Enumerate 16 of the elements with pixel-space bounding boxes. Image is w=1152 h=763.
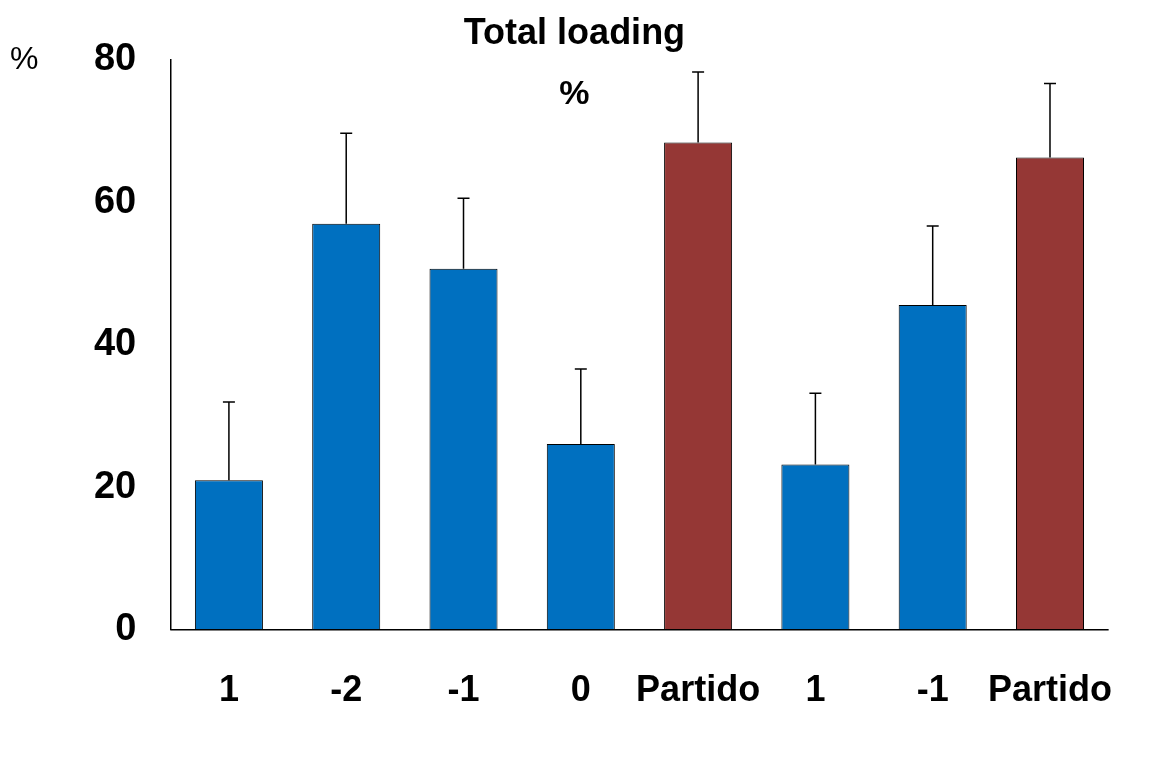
chart-subtitle: % <box>559 73 590 112</box>
y-tick-label: 60 <box>93 178 137 221</box>
x-tick-label: 0 <box>570 668 591 710</box>
x-tick-label: 1 <box>805 668 826 710</box>
y-tick-label: 20 <box>93 463 137 506</box>
y-tick-label: 0 <box>115 606 137 649</box>
y-axis-title: % <box>10 39 39 76</box>
x-tick-label: Partido <box>636 668 761 710</box>
chart-title: Total loading <box>463 10 686 52</box>
x-tick-label: Partido <box>987 668 1112 710</box>
x-tick-label: 1 <box>218 668 239 710</box>
y-tick-label: 40 <box>93 321 137 364</box>
x-tick-label: -1 <box>447 668 480 710</box>
x-tick-label: -2 <box>330 668 363 710</box>
x-tick-label: -1 <box>916 668 949 710</box>
y-tick-label: 80 <box>93 36 137 79</box>
